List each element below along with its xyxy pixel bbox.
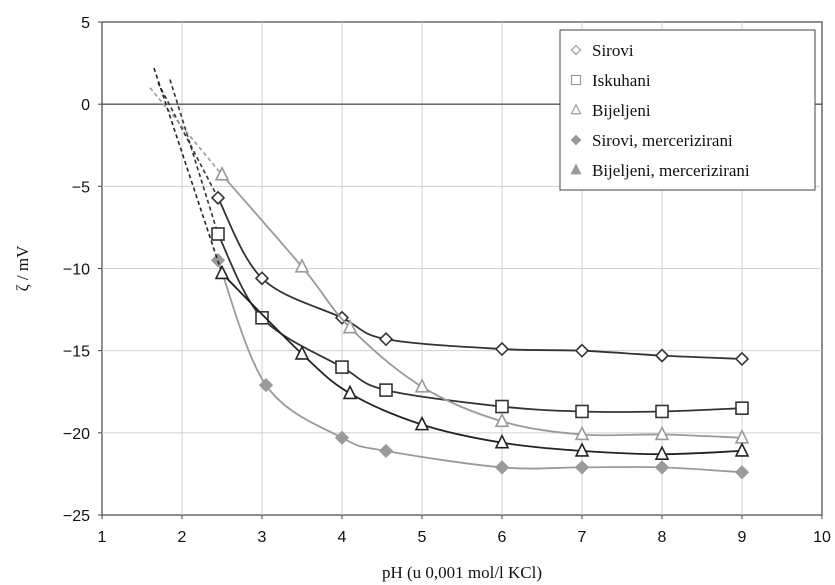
data-point: [734, 351, 750, 367]
series-4: [210, 253, 750, 480]
legend-item: Sirovi, mercerizirani: [570, 131, 733, 150]
data-point: [210, 190, 226, 205]
data-point: [378, 332, 394, 347]
data-point: [495, 399, 509, 414]
x-axis-title: pH (u 0,001 mol/l KCl): [382, 563, 542, 582]
legend-item: Bijeljeni, mercerizirani: [570, 161, 750, 180]
data-point: [335, 360, 349, 374]
series-5: [153, 67, 750, 460]
y-tick-label: −5: [72, 179, 90, 196]
data-point: [574, 343, 590, 358]
x-tick-label: 7: [578, 529, 587, 546]
data-point: [414, 415, 430, 431]
data-point: [210, 253, 226, 268]
data-point: [494, 341, 510, 357]
data-point: [655, 404, 669, 419]
legend: Sirovi Iskuhani Bijeljeni Sirovi, mercerizi…: [559, 29, 816, 191]
series-3: [149, 87, 750, 444]
data-point: [734, 442, 750, 457]
x-axis: 1 2 3 4 5 6 7 8 9 10: [98, 515, 831, 546]
data-point: [294, 258, 310, 273]
series-line: [217, 197, 743, 360]
legend-label: Bijeljeni, mercerizirani: [592, 161, 750, 180]
series-extrapolation: [153, 67, 223, 274]
data-point: [494, 412, 510, 428]
y-tick-label: 0: [81, 97, 90, 114]
x-tick-label: 4: [338, 529, 347, 546]
data-point: [574, 442, 590, 457]
data-point: [494, 433, 510, 449]
data-point: [334, 430, 350, 445]
data-point: [258, 378, 274, 393]
data-point: [574, 460, 590, 475]
x-tick-label: 2: [178, 529, 187, 546]
x-tick-label: 5: [418, 529, 427, 546]
x-tick-label: 10: [813, 529, 831, 546]
series-extrapolation: [169, 79, 219, 235]
series-layer: [149, 67, 750, 480]
y-axis: 5 0 −5 −10 −15 −20 −25: [63, 15, 102, 525]
data-point: [342, 384, 358, 400]
data-point: [254, 271, 270, 286]
data-point: [654, 460, 670, 475]
data-point: [574, 425, 590, 441]
x-tick-label: 8: [658, 529, 667, 546]
data-point: [214, 264, 230, 280]
series-extrapolation: [149, 87, 223, 176]
series-2: [169, 79, 749, 419]
series-line: [221, 174, 743, 439]
x-tick-label: 6: [498, 529, 507, 546]
data-point: [379, 383, 393, 397]
y-tick-label: 5: [81, 15, 90, 32]
legend-item: Bijeljeni: [570, 101, 651, 120]
y-tick-label: −15: [63, 344, 90, 361]
legend-label: Bijeljeni: [592, 101, 651, 120]
data-point: [211, 227, 225, 241]
legend-marker: [570, 74, 582, 86]
data-point: [575, 404, 589, 419]
data-point: [734, 465, 750, 480]
data-point: [654, 425, 670, 441]
legend-marker: [570, 103, 582, 115]
legend-marker: [570, 44, 582, 56]
x-tick-label: 1: [98, 529, 107, 546]
legend-label: Iskuhani: [592, 71, 651, 90]
data-point: [294, 345, 310, 360]
data-point: [494, 460, 510, 475]
data-point: [654, 445, 670, 460]
data-point: [735, 401, 749, 415]
legend-box: [559, 29, 816, 191]
x-tick-label: 9: [738, 529, 747, 546]
y-tick-label: −25: [63, 508, 90, 525]
data-point: [255, 310, 269, 325]
legend-label: Sirovi, mercerizirani: [592, 131, 733, 150]
legend-marker: [570, 163, 582, 175]
series-line: [217, 259, 743, 474]
legend-label: Sirovi: [592, 41, 634, 60]
x-tick-label: 3: [258, 529, 267, 546]
series-extrapolation: [157, 82, 219, 199]
data-point: [654, 348, 670, 363]
y-tick-label: −10: [63, 262, 90, 279]
data-point: [378, 443, 394, 459]
data-point: [414, 378, 430, 393]
legend-marker: [570, 134, 582, 146]
legend-item: Iskuhani: [570, 71, 651, 90]
legend-item: Sirovi: [570, 41, 634, 60]
y-axis-title: ζ / mV: [13, 245, 32, 291]
data-point: [342, 318, 358, 334]
y-tick-label: −20: [63, 426, 90, 443]
data-point: [214, 166, 230, 181]
